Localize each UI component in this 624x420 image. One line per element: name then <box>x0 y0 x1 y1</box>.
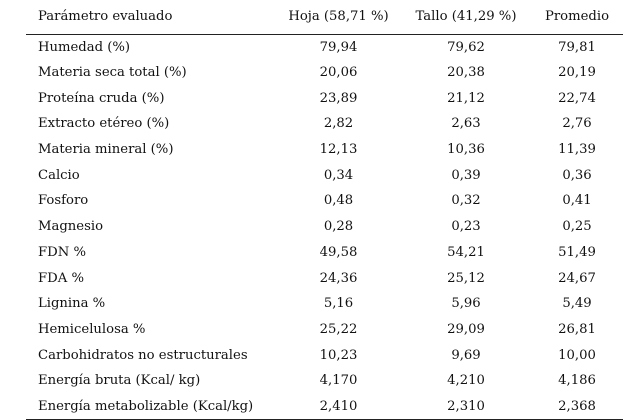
cell-hoja: 23,89 <box>319 90 358 106</box>
cell-tallo: 20,38 <box>447 65 485 81</box>
cell-promedio: 0,41 <box>562 193 592 209</box>
table-row: Materia seca total (%) 20,06 20,38 20,19 <box>26 60 623 86</box>
cell-promedio: 2,368 <box>531 393 623 420</box>
cell-promedio: 5,49 <box>562 296 592 312</box>
table-header-row: Parámetro evaluado Hoja (58,71 %) Tallo … <box>26 0 623 35</box>
cell-tallo: 4,210 <box>447 373 485 389</box>
cell-hoja: 10,23 <box>319 347 358 363</box>
cell-tallo: 54,21 <box>447 244 485 260</box>
cell-parametro: Carbohidratos no estructurales <box>38 347 248 363</box>
cell-parametro: FDA % <box>38 270 84 286</box>
cell-hoja: 49,58 <box>319 244 358 260</box>
cell-parametro: FDN % <box>38 244 86 260</box>
cell-tallo: 25,12 <box>447 270 485 286</box>
cell-tallo: 9,69 <box>451 347 481 363</box>
cell-hoja: 0,28 <box>323 219 354 235</box>
cell-hoja: 12,13 <box>319 142 358 158</box>
cell-hoja: 20,06 <box>319 65 358 81</box>
cell-hoja: 2,410 <box>276 393 401 420</box>
table-row: Calcio 0,34 0,39 0,36 <box>26 162 623 188</box>
cell-parametro: Magnesio <box>38 219 104 235</box>
cell-tallo: 0,23 <box>451 219 481 235</box>
cell-parametro: Humedad (%) <box>38 39 131 55</box>
table-row: FDA % 24,36 25,12 24,67 <box>26 265 623 291</box>
cell-tallo: 2,63 <box>451 116 481 132</box>
cell-parametro: Materia mineral (%) <box>38 142 174 158</box>
cell-promedio: 20,19 <box>558 65 596 81</box>
nutrition-table: Parámetro evaluado Hoja (58,71 %) Tallo … <box>26 0 623 420</box>
cell-promedio: 79,81 <box>558 39 596 55</box>
table-row: Extracto etéreo (%) 2,82 2,63 2,76 <box>26 111 623 137</box>
table-body: Humedad (%) 79,94 79,62 79,81 Materia seca t… <box>26 34 623 420</box>
table-row: Energía bruta (Kcal/ kg) 4,170 4,210 4,186 <box>26 368 623 394</box>
header-hoja: Hoja (58,71 %) <box>276 0 401 35</box>
cell-parametro: Hemicelulosa % <box>38 321 146 337</box>
cell-parametro: Extracto etéreo (%) <box>38 116 170 132</box>
cell-parametro: Proteína cruda (%) <box>38 90 165 106</box>
table-row: Energía metabolizable (Kcal/kg) 2,410 2,31… <box>26 393 623 420</box>
cell-promedio: 0,25 <box>562 219 592 235</box>
cell-promedio: 0,36 <box>562 167 592 183</box>
cell-hoja: 0,34 <box>323 167 354 183</box>
cell-tallo: 21,12 <box>447 90 485 106</box>
cell-tallo: 0,32 <box>451 193 481 209</box>
cell-parametro: Fosforo <box>38 193 89 209</box>
table-row: Hemicelulosa % 25,22 29,09 26,81 <box>26 317 623 343</box>
cell-promedio: 11,39 <box>558 142 596 158</box>
cell-hoja: 79,94 <box>319 39 358 55</box>
table-row: Materia mineral (%) 12,13 10,36 11,39 <box>26 137 623 163</box>
table-row: Fosforo 0,48 0,32 0,41 <box>26 188 623 214</box>
cell-tallo: 0,39 <box>451 167 481 183</box>
table-row: Magnesio 0,28 0,23 0,25 <box>26 214 623 240</box>
cell-parametro: Energía metabolizable (Kcal/kg) <box>26 393 276 420</box>
cell-hoja: 2,82 <box>323 116 354 132</box>
table-row: Carbohidratos no estructurales 10,23 9,69 1… <box>26 342 623 368</box>
table-row: Humedad (%) 79,94 79,62 79,81 <box>26 34 623 60</box>
cell-parametro: Calcio <box>38 167 80 183</box>
cell-hoja: 5,16 <box>323 296 354 312</box>
header-tallo: Tallo (41,29 %) <box>401 0 531 35</box>
cell-tallo: 29,09 <box>447 321 485 337</box>
cell-parametro: Lignina % <box>38 296 106 312</box>
cell-promedio: 22,74 <box>558 90 596 106</box>
cell-promedio: 10,00 <box>558 347 596 363</box>
cell-hoja: 24,36 <box>319 270 358 286</box>
header-parametro: Parámetro evaluado <box>26 0 276 35</box>
table-row: Proteína cruda (%) 23,89 21,12 22,74 <box>26 85 623 111</box>
cell-promedio: 51,49 <box>558 244 596 260</box>
cell-hoja: 0,48 <box>323 193 354 209</box>
cell-promedio: 4,186 <box>558 373 596 389</box>
cell-promedio: 2,76 <box>562 116 592 132</box>
cell-tallo: 10,36 <box>447 142 485 158</box>
cell-tallo: 5,96 <box>451 296 481 312</box>
cell-promedio: 26,81 <box>558 321 596 337</box>
header-promedio: Promedio <box>531 0 623 35</box>
table-row: FDN % 49,58 54,21 51,49 <box>26 240 623 266</box>
table-row: Lignina % 5,16 5,96 5,49 <box>26 291 623 317</box>
cell-hoja: 4,170 <box>319 373 358 389</box>
cell-tallo: 79,62 <box>447 39 485 55</box>
cell-parametro: Energía bruta (Kcal/ kg) <box>38 373 201 389</box>
cell-promedio: 24,67 <box>558 270 596 286</box>
cell-hoja: 25,22 <box>319 321 358 337</box>
cell-tallo: 2,310 <box>401 393 531 420</box>
nutrition-table-container: Parámetro evaluado Hoja (58,71 %) Tallo … <box>26 0 623 420</box>
cell-parametro: Materia seca total (%) <box>38 65 187 81</box>
